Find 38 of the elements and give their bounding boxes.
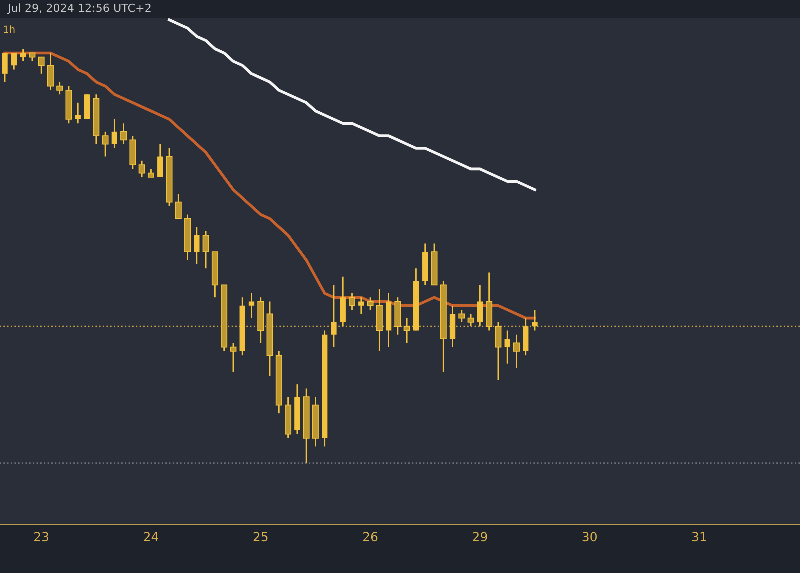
candlestick (11, 52, 17, 70)
x-tick-label: 24 (144, 532, 158, 542)
candlestick (495, 322, 502, 382)
candlestick (404, 318, 410, 344)
candlestick (202, 230, 210, 270)
candlestick (56, 82, 64, 96)
x-tick-label: 30 (582, 532, 597, 542)
candlestick (20, 48, 26, 62)
candlestick (468, 313, 474, 328)
candlestick (138, 160, 146, 178)
candlestick (2, 52, 8, 83)
x-tick-label: 25 (254, 532, 268, 542)
candlestick (349, 292, 356, 311)
candlestick (230, 342, 237, 373)
candlestick (194, 226, 200, 266)
candlestick (532, 309, 538, 332)
candlestick (102, 131, 109, 158)
text: Jul 29, 2024 12:56 UTC+2 (7, 4, 151, 14)
candlestick (248, 292, 255, 319)
candlestick (75, 102, 81, 124)
x-tick-label: 23 (34, 532, 49, 542)
x-tick-label: 26 (363, 532, 378, 542)
candlestick (477, 284, 484, 328)
candlestick (358, 296, 364, 315)
candlestick (175, 193, 182, 220)
candlestick (47, 52, 54, 92)
text: 1h (4, 26, 15, 33)
x-tick-label: 29 (473, 532, 488, 542)
candlestick (513, 334, 520, 369)
candlestick (504, 330, 510, 365)
candlestick (120, 122, 128, 146)
candlestick (158, 144, 164, 178)
candlestick (112, 118, 118, 150)
candlestick (331, 284, 337, 348)
x-tick-label: 31 (692, 532, 706, 542)
candlestick (458, 309, 466, 324)
candlestick (367, 296, 374, 311)
candlestick (38, 56, 45, 75)
